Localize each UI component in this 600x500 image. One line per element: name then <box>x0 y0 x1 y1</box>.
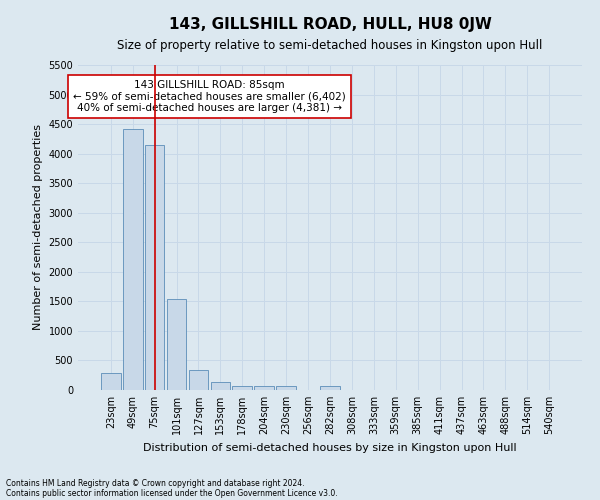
Bar <box>276 386 296 390</box>
Text: Size of property relative to semi-detached houses in Kingston upon Hull: Size of property relative to semi-detach… <box>118 39 542 52</box>
Bar <box>320 386 340 390</box>
Bar <box>254 386 274 390</box>
Bar <box>167 299 187 390</box>
Bar <box>101 373 121 390</box>
Bar <box>123 129 143 390</box>
Text: 143 GILLSHILL ROAD: 85sqm
← 59% of semi-detached houses are smaller (6,402)
40% : 143 GILLSHILL ROAD: 85sqm ← 59% of semi-… <box>73 80 346 113</box>
Y-axis label: Number of semi-detached properties: Number of semi-detached properties <box>33 124 43 330</box>
Bar <box>232 386 252 390</box>
Text: Contains public sector information licensed under the Open Government Licence v3: Contains public sector information licen… <box>6 488 338 498</box>
Bar <box>188 370 208 390</box>
X-axis label: Distribution of semi-detached houses by size in Kingston upon Hull: Distribution of semi-detached houses by … <box>143 442 517 452</box>
Bar <box>211 382 230 390</box>
Bar <box>145 145 164 390</box>
Text: Contains HM Land Registry data © Crown copyright and database right 2024.: Contains HM Land Registry data © Crown c… <box>6 478 305 488</box>
Text: 143, GILLSHILL ROAD, HULL, HU8 0JW: 143, GILLSHILL ROAD, HULL, HU8 0JW <box>169 18 491 32</box>
